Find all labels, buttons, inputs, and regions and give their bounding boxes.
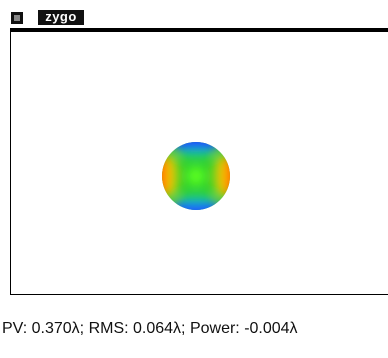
surface-map <box>158 138 234 214</box>
status-text: PV: 0.370λ; RMS: 0.064λ; Power: -0.004λ <box>2 320 298 338</box>
window-control[interactable] <box>11 12 23 24</box>
zygo-screen: zygo PV: 0.370λ; RMS: 0.064λ; Power: -0.… <box>0 0 388 358</box>
logo: zygo <box>38 10 84 25</box>
surface-colors <box>158 138 234 214</box>
